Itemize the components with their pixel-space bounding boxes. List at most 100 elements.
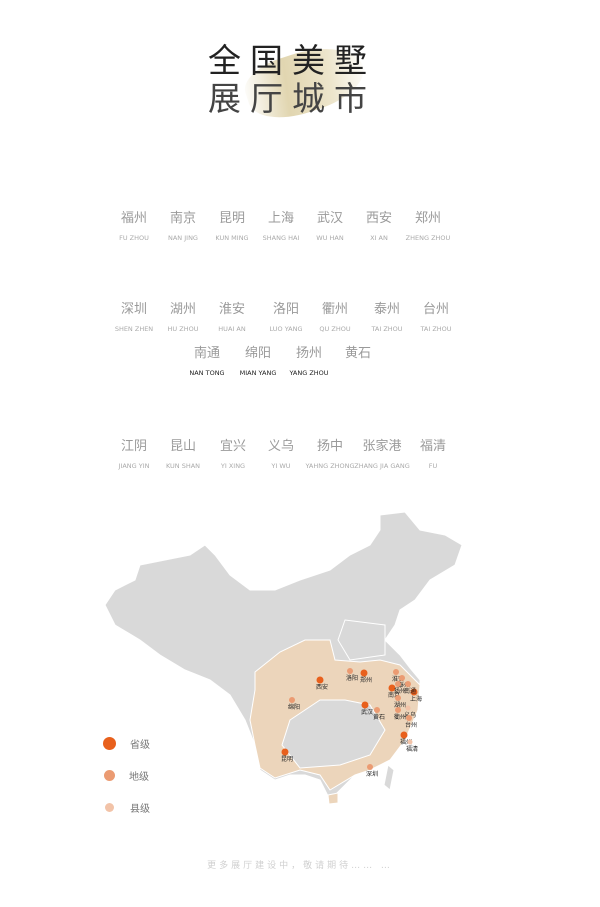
city-name-en: SHEN ZHEN (114, 325, 154, 333)
city-name-en: FU ZHOU (119, 234, 149, 242)
city-name-en: KUN SHAN (165, 462, 201, 470)
city-item: 南京 NAN JING (148, 207, 218, 242)
city-name-en: HU ZHOU (167, 325, 199, 333)
city-name-cn: 上海 (267, 211, 294, 226)
city-name-en: KUN MING (215, 234, 249, 242)
city-name-cn: 泰州 (373, 302, 400, 317)
city-marker (395, 707, 401, 713)
city-name-cn: 黄石 (344, 346, 371, 361)
city-name-en: SHANG HAI (262, 234, 300, 242)
footer-note: 更多展厅建设中，敬请期待…… … (207, 861, 393, 871)
city-name-cn: 扬州 (295, 346, 322, 361)
city-item: 义乌 YI WU (246, 435, 316, 470)
city-item: 张家港 ZHANG JIA GANG (347, 435, 417, 470)
city-name-en: NAN TONG (189, 369, 225, 377)
taiwan (383, 764, 395, 791)
city-item: 宜兴 YI XING (198, 435, 268, 470)
city-item: 上海 SHANG HAI (246, 207, 316, 242)
city-name-en: HUAI AN (218, 325, 246, 333)
prefecture-dot-icon (104, 770, 115, 781)
city-item: 台州 TAI ZHOU (401, 298, 471, 333)
map-city-label: 西安 (316, 683, 328, 691)
hainan (327, 792, 339, 805)
page-title-line2: 展厅城市 (208, 79, 376, 118)
city-marker (289, 697, 295, 703)
map-city-label: 衢州 (394, 713, 406, 721)
city-name-cn: 衢州 (321, 302, 348, 317)
city-marker (410, 688, 418, 696)
city-item: 南通 NAN TONG (172, 342, 242, 377)
city-name-cn: 西安 (365, 211, 392, 226)
city-name-cn: 淮安 (218, 302, 245, 317)
city-name-cn: 张家港 (362, 439, 402, 454)
map-city-label: 义乌 (404, 711, 416, 719)
city-name-cn: 洛阳 (272, 302, 299, 317)
city-name-en: XI AN (370, 234, 388, 242)
city-marker (399, 675, 405, 681)
map-city-label: 南京 (388, 691, 400, 699)
map-city-label: 黄石 (373, 713, 385, 721)
page-title-line1: 全国美墅 (208, 41, 376, 80)
city-marker (367, 764, 373, 770)
city-item: 扬中 YAHNG ZHONG (295, 435, 365, 470)
city-name-en: YI XING (220, 462, 246, 470)
city-name-cn: 昆山 (169, 439, 196, 454)
map-city-label: 郑州 (360, 676, 372, 684)
legend-label: 县级 (130, 804, 150, 815)
city-name-en: LUO YANG (269, 325, 303, 333)
legend-prefecture: 地级 (103, 768, 149, 783)
city-marker (407, 739, 413, 745)
legend-province: 省级 (103, 736, 150, 751)
city-marker (395, 695, 401, 701)
city-name-en: ZHENG ZHOU (405, 234, 451, 242)
city-item: 绵阳 MIAN YANG (223, 342, 293, 377)
map-city-label: 扬州 (394, 687, 406, 695)
city-name-en: ZHANG JIA GANG (354, 462, 410, 470)
city-marker (316, 676, 324, 684)
legend-county: 县级 (103, 800, 150, 815)
city-name-cn: 南通 (193, 346, 220, 361)
city-name-en: TAI ZHOU (420, 325, 452, 333)
city-marker (393, 669, 399, 675)
city-marker (395, 681, 401, 687)
city-item: 衢州 QU ZHOU (300, 298, 370, 333)
city-item: 黄石 (323, 342, 393, 377)
city-name-cn: 台州 (422, 302, 449, 317)
city-name-en (323, 369, 393, 377)
city-name-cn: 郑州 (414, 211, 441, 226)
map-city-label: 淮安 (392, 675, 404, 683)
central-south-region (281, 699, 386, 769)
city-item: 武汉 WU HAN (295, 207, 365, 242)
city-name-cn: 江阴 (120, 439, 147, 454)
city-marker (405, 705, 411, 711)
city-name-en: WU HAN (316, 234, 344, 242)
city-item: 深圳 SHEN ZHEN (99, 298, 169, 333)
city-marker (360, 669, 368, 677)
city-name-cn: 福清 (419, 439, 446, 454)
map-city-label: 上海 (410, 695, 422, 703)
map-city-label: 绵阳 (288, 703, 300, 711)
city-name-cn: 深圳 (120, 302, 147, 317)
city-name-en: QU ZHOU (319, 325, 351, 333)
city-marker (347, 668, 353, 674)
city-item: 湖州 HU ZHOU (148, 298, 218, 333)
city-item: 西安 XI AN (344, 207, 414, 242)
city-name-en: NAN JING (168, 234, 198, 242)
city-item: 昆山 KUN SHAN (148, 435, 218, 470)
map-city-label: 福州 (400, 738, 412, 746)
city-item: 昆明 KUN MING (197, 207, 267, 242)
city-name-cn: 绵阳 (244, 346, 271, 361)
city-name-cn: 扬中 (316, 439, 343, 454)
city-name-cn: 武汉 (316, 211, 343, 226)
city-name-en: JIANG YIN (118, 462, 150, 470)
city-name-en: TAI ZHOU (371, 325, 403, 333)
map-city-label: 深圳 (366, 770, 378, 778)
city-marker (405, 681, 411, 687)
city-item: 扬州 YANG ZHOU (274, 342, 344, 377)
city-marker (281, 748, 289, 756)
city-item: 泰州 TAI ZHOU (352, 298, 422, 333)
map-city-label: 昆明 (281, 756, 293, 763)
map-city-label: 泰州 (398, 681, 410, 689)
